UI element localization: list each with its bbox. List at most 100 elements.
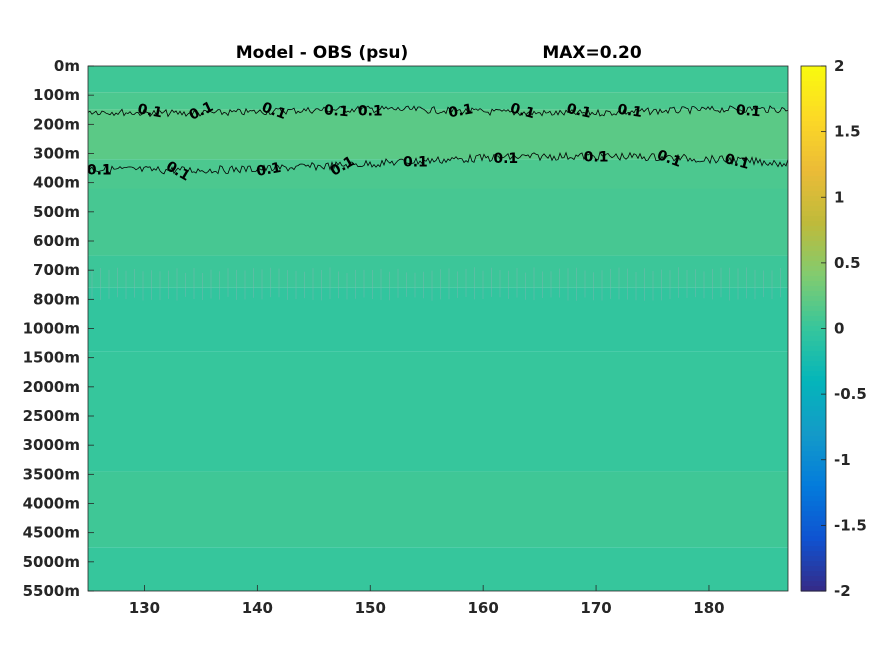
colorbar-step <box>801 226 826 232</box>
colorbar-step <box>801 236 826 242</box>
contour-label: 0.1 <box>723 151 751 173</box>
y-tick-label: 3000m <box>23 436 80 454</box>
colorbar-step <box>801 331 826 337</box>
colorbar-tick-label: 1 <box>834 188 844 206</box>
colorbar-step <box>801 371 826 377</box>
colorbar-step <box>801 191 826 197</box>
colorbar-step <box>801 286 826 292</box>
colorbar-step <box>801 531 826 537</box>
colorbar-step <box>801 471 826 477</box>
colorbar-tick-label: -1 <box>834 451 851 469</box>
colorbar-step <box>801 136 826 142</box>
colorbar-step <box>801 81 826 87</box>
field-band <box>88 92 788 110</box>
colorbar-step <box>801 451 826 457</box>
colorbar-step <box>801 456 826 462</box>
colorbar-step <box>801 151 826 157</box>
colorbar-step <box>801 241 826 247</box>
y-tick-label: 4000m <box>23 495 80 513</box>
colorbar-step <box>801 426 826 432</box>
field-band <box>88 66 788 93</box>
colorbar-step <box>801 441 826 447</box>
contour-label: 0.1 <box>616 102 643 121</box>
x-tick-label: 170 <box>580 599 611 617</box>
colorbar-tick-label: -2 <box>834 582 851 600</box>
colorbar-step <box>801 126 826 132</box>
x-axis: 130 140 150 160 170 180 <box>129 585 725 617</box>
y-tick-label: 100m <box>33 86 80 104</box>
colorbar-step <box>801 376 826 382</box>
salinity-difference-field <box>88 66 788 591</box>
colorbar-step <box>801 421 826 427</box>
colorbar-step <box>801 326 826 332</box>
y-tick-label: 800m <box>33 290 80 308</box>
y-tick-label: 300m <box>33 145 80 163</box>
colorbar-step <box>801 206 826 212</box>
colorbar-step <box>801 311 826 317</box>
colorbar-step <box>801 301 826 307</box>
colorbar-step <box>801 231 826 237</box>
colorbar-step <box>801 71 826 77</box>
colorbar-step <box>801 186 826 192</box>
colorbar-step <box>801 91 826 97</box>
field-band <box>88 255 788 288</box>
colorbar-step <box>801 156 826 162</box>
contour-label: 0.1 <box>447 101 474 121</box>
colorbar-step <box>801 491 826 497</box>
colorbar-step <box>801 346 826 352</box>
colorbar-step <box>801 391 826 397</box>
colorbar-step <box>801 281 826 287</box>
colorbar-step <box>801 411 826 417</box>
colorbar-step <box>801 406 826 412</box>
colorbar-step <box>801 511 826 517</box>
y-tick-label: 5000m <box>23 553 80 571</box>
colorbar-step <box>801 196 826 202</box>
colorbar-step <box>801 256 826 262</box>
colorbar-step <box>801 446 826 452</box>
colorbar-step <box>801 166 826 172</box>
colorbar-step <box>801 161 826 167</box>
colorbar-step <box>801 481 826 487</box>
colorbar-step <box>801 96 826 102</box>
colorbar-step <box>801 351 826 357</box>
colorbar-step <box>801 246 826 252</box>
field-texture <box>91 267 781 301</box>
max-value-label: MAX=0.20 <box>542 43 642 63</box>
field-band <box>88 188 788 256</box>
colorbar-ticks: 2 1.5 1 0.5 0 -0.5 -1 -1.5 -2 <box>821 57 867 600</box>
colorbar-step <box>801 76 826 82</box>
y-tick-label: 2500m <box>23 407 80 425</box>
colorbar-step <box>801 171 826 177</box>
contour-label: 0.1 <box>565 101 593 122</box>
colorbar-step <box>801 486 826 492</box>
colorbar-step <box>801 431 826 437</box>
field-band <box>88 109 788 160</box>
colorbar-step <box>801 366 826 372</box>
colorbar-step <box>801 291 826 297</box>
colorbar-step <box>801 526 826 532</box>
y-tick-label: 4500m <box>23 524 80 542</box>
colorbar-step <box>801 556 826 562</box>
colorbar-step <box>801 546 826 552</box>
y-axis: 0m 100m 200m 300m 400m 500m 600m 700m 800m 1000m 1… <box>23 57 94 600</box>
colorbar-step <box>801 211 826 217</box>
contour-label: 0.1 <box>735 102 761 120</box>
x-tick-label: 160 <box>468 599 499 617</box>
y-tick-label: 1000m <box>23 320 80 338</box>
colorbar-step <box>801 581 826 587</box>
contour-label: 0.1 <box>493 151 518 167</box>
contour-labels: 0.1 0.1 0.1 0.1 0.1 0.1 0.1 0.1 0.1 0.1 0.1 0.1 0.1 0… <box>88 99 761 185</box>
contour-label: 0.1 <box>255 160 282 180</box>
colorbar-step <box>801 181 826 187</box>
colorbar-step <box>801 276 826 282</box>
colorbar-step <box>801 541 826 547</box>
colorbar-step <box>801 251 826 257</box>
colorbar-tick-label: -1.5 <box>834 516 867 534</box>
colorbar-step <box>801 341 826 347</box>
y-tick-label: 0m <box>54 57 80 75</box>
colorbar-step <box>801 356 826 362</box>
colorbar-step <box>801 506 826 512</box>
colorbar-step <box>801 141 826 147</box>
x-tick-label: 180 <box>693 599 724 617</box>
